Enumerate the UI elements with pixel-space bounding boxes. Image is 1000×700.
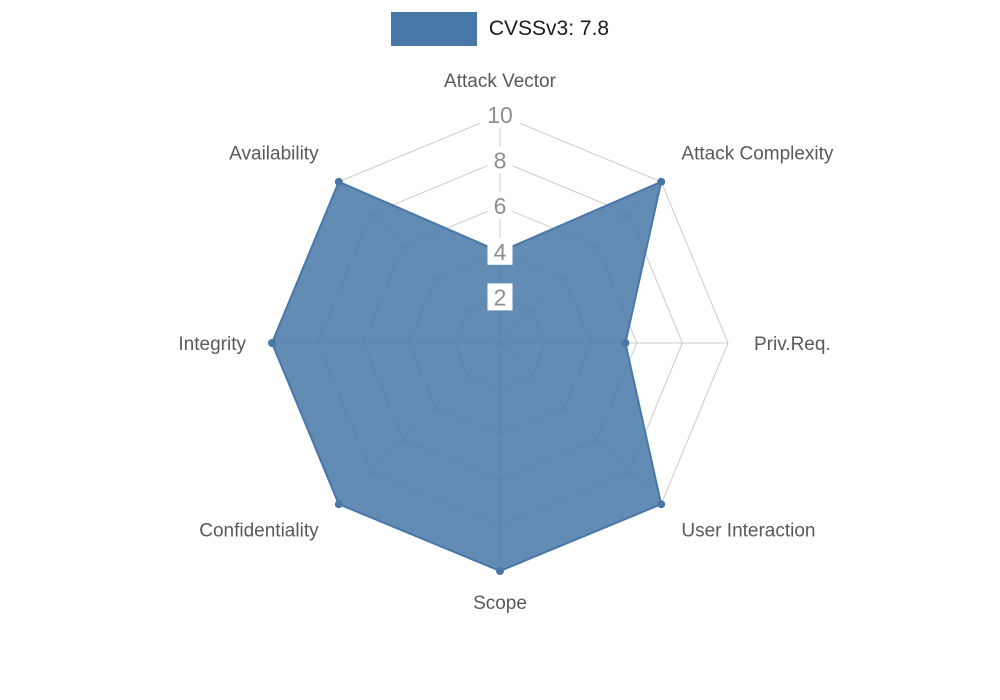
svg-text:Integrity: Integrity <box>178 334 246 355</box>
svg-text:4: 4 <box>494 239 507 265</box>
svg-text:Attack Complexity: Attack Complexity <box>681 144 834 165</box>
svg-text:Attack Vector: Attack Vector <box>444 71 557 92</box>
svg-text:Availability: Availability <box>229 144 319 165</box>
legend-swatch[interactable] <box>390 12 477 46</box>
svg-text:Scope: Scope <box>473 593 527 614</box>
svg-text:6: 6 <box>494 193 507 219</box>
svg-text:Priv.Req.: Priv.Req. <box>754 334 831 355</box>
svg-text:8: 8 <box>494 148 507 174</box>
svg-text:User Interaction: User Interaction <box>681 520 815 541</box>
svg-text:Confidentiality: Confidentiality <box>199 520 319 541</box>
legend-label: CVSSv3: 7.8 <box>488 17 610 40</box>
svg-text:2: 2 <box>494 284 507 310</box>
svg-text:10: 10 <box>487 102 513 128</box>
legend[interactable]: CVSSv3: 7.8 <box>0 12 1000 46</box>
